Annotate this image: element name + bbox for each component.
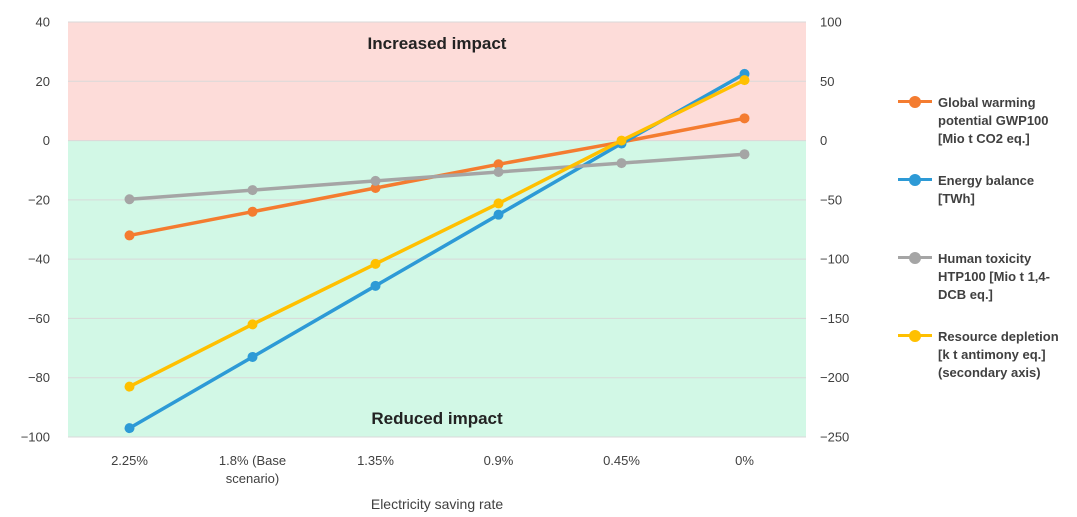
data-point (247, 351, 258, 362)
y-tick-label: 20 (36, 74, 50, 89)
legend-item: Resource depletion [k t antimony eq.] (sec… (896, 328, 1076, 382)
x-axis-title: Electricity saving rate (371, 496, 503, 512)
data-point (124, 423, 135, 434)
data-point (124, 230, 135, 241)
x-tick-label: 1.35% (357, 453, 394, 468)
increased-impact-label: Increased impact (368, 34, 507, 53)
x-tick-label: 0.9% (484, 453, 514, 468)
legend-item: Human toxicity HTP100 [Mio t 1,4- DCB eq.] (896, 250, 1076, 304)
data-point (370, 175, 381, 186)
y-tick-label: −80 (28, 370, 50, 385)
x-tick-label: 0.45% (603, 453, 640, 468)
data-point (124, 194, 135, 205)
legend-label: (secondary axis) (938, 365, 1041, 380)
legend-label: [k t antimony eq.] (938, 347, 1046, 362)
reduced-impact-label: Reduced impact (371, 409, 503, 428)
impact-zones (68, 22, 806, 438)
data-point (493, 198, 504, 209)
data-point (493, 159, 504, 170)
series-4 (124, 75, 750, 392)
series-line (127, 152, 747, 202)
legend-label: [Mio t CO2 eq.] (938, 131, 1030, 146)
y-tick-label: 40 (36, 15, 50, 30)
data-point (247, 319, 258, 330)
series-group (124, 68, 750, 434)
y-tick-label: −60 (28, 311, 50, 326)
legend-label: DCB eq.] (938, 287, 993, 302)
y-tick-label: −20 (28, 192, 50, 207)
data-point (493, 209, 504, 220)
data-point (739, 75, 750, 86)
data-point (370, 258, 381, 269)
legend-label: Global warming (938, 95, 1036, 110)
y2-tick-label: 0 (820, 133, 827, 148)
primary-y-axis: 40 20 0 −20 −40 −60 −80 −100 (21, 15, 50, 445)
legend-label: Energy balance (938, 173, 1035, 188)
y2-tick-label: −250 (820, 430, 849, 445)
y-tick-label: 0 (43, 133, 50, 148)
legend-label: HTP100 [Mio t 1,4- (938, 269, 1050, 284)
y2-tick-label: −150 (820, 311, 849, 326)
data-point (616, 158, 627, 169)
x-tick-label: 1.8% (Base scenario) (219, 453, 286, 486)
reduced-impact-zone (68, 140, 806, 438)
data-point (124, 381, 135, 392)
legend-swatch (898, 173, 932, 186)
data-point (370, 280, 381, 291)
legend: Global warming potential GWP100 [Mio t CO2… (896, 94, 1076, 382)
x-tick-label: 2.25% (111, 453, 148, 468)
legend-label: Human toxicity (938, 251, 1032, 266)
data-point (247, 206, 258, 217)
y2-tick-label: −100 (820, 252, 849, 267)
gridlines (68, 21, 806, 438)
legend-swatch (898, 251, 932, 264)
data-point (247, 185, 258, 196)
x-tick-label: 0% (735, 453, 754, 468)
y2-tick-label: −50 (820, 192, 842, 207)
series-3 (124, 149, 750, 205)
y-tick-label: −100 (21, 430, 50, 445)
series-line (127, 78, 747, 389)
data-point (616, 135, 627, 146)
data-point (493, 166, 504, 177)
secondary-y-axis: 100 50 0 −50 −100 −150 −200 −250 (820, 15, 849, 445)
legend-label: [TWh] (938, 191, 975, 206)
legend-item: Global warming potential GWP100 [Mio t CO2… (896, 94, 1076, 148)
legend-label: potential GWP100 (938, 113, 1049, 128)
legend-item: Energy balance [TWh] (896, 172, 1076, 208)
legend-label: Resource depletion (938, 329, 1059, 344)
y-tick-label: −40 (28, 252, 50, 267)
x-axis: 2.25% 1.8% (Base scenario) 1.35% 0.9% 0.45% 0% (111, 453, 754, 486)
data-point (739, 113, 750, 124)
y2-tick-label: 100 (820, 15, 842, 30)
legend-swatch (898, 95, 932, 108)
data-point (739, 149, 750, 160)
y2-tick-label: −200 (820, 370, 849, 385)
data-point (370, 183, 381, 193)
legend-swatch (898, 329, 932, 342)
y2-tick-label: 50 (820, 74, 834, 89)
